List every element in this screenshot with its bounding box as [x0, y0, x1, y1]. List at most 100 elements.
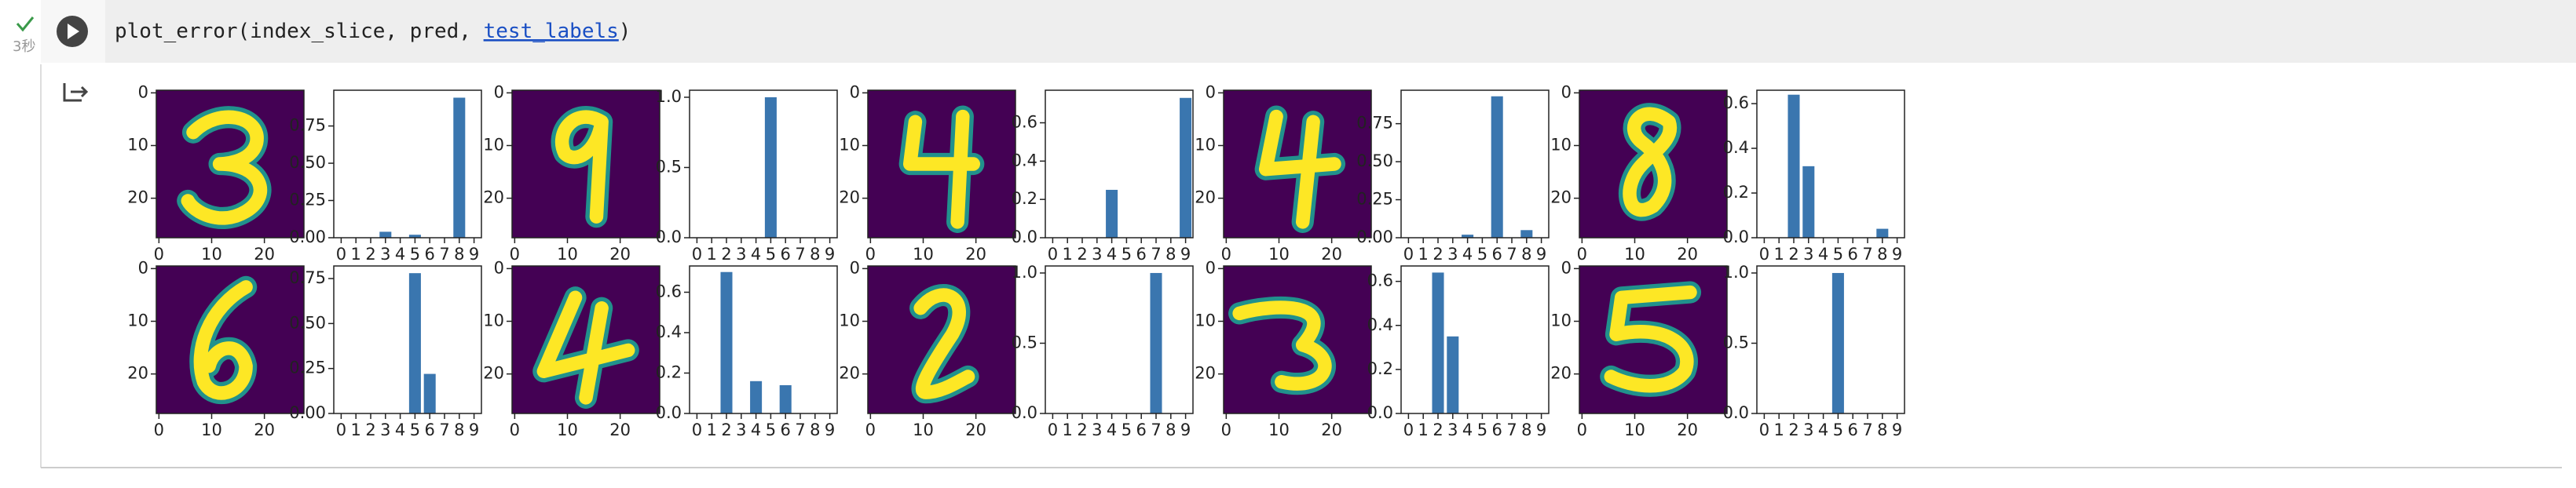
y-tick-label: 0	[138, 258, 148, 277]
plot-area	[1757, 266, 1905, 413]
x-tick-label: 4	[395, 245, 405, 264]
y-tick-label: 10	[483, 311, 504, 330]
x-tick-label: 3	[1092, 421, 1102, 439]
bar-plot: 0 1 2 3 4 5 6 7 8 9 0.00 0.25 0.50 0.75	[1356, 89, 1550, 264]
y-tick-label: 0.25	[289, 191, 326, 209]
y-tick-label: 0.0	[1012, 403, 1037, 422]
y-tick-label: 20	[1195, 188, 1216, 207]
bar	[720, 271, 733, 413]
bar-plot: 0 1 2 3 4 5 6 7 8 9 0.00 0.25 0.50 0.75	[289, 265, 482, 439]
y-tick-label: 0.5	[1012, 333, 1037, 351]
image-plot: 0 10 20 0 10 20	[839, 82, 1016, 264]
output-icon-frame[interactable]	[63, 83, 82, 102]
plot-area	[1045, 266, 1193, 413]
axes-frame	[1400, 265, 1550, 414]
run-button[interactable]	[57, 16, 88, 47]
bar	[750, 381, 763, 413]
x-tick-label: 6	[425, 421, 435, 439]
x-tick-label: 10	[201, 421, 222, 439]
status-check	[16, 16, 35, 32]
x-tick-label: 0	[510, 245, 520, 264]
plot-area	[334, 266, 481, 413]
y-tick-label: 0.0	[1367, 403, 1393, 422]
x-tick-label: 9	[1892, 245, 1902, 264]
bar-plot: 0 1 2 3 4 5 6 7 8 9 0.0 0.2 0.4 0.6	[1367, 265, 1550, 439]
axes-frame	[1400, 89, 1550, 239]
bar	[1150, 272, 1162, 413]
x-tick-label: 20	[1677, 245, 1698, 264]
y-tick-label: 0.50	[1356, 151, 1393, 170]
y-tick-label: 0	[1561, 82, 1572, 101]
y-tick-label: 0	[1561, 258, 1572, 277]
digit-stroke	[536, 290, 635, 405]
x-tick-label: 7	[1151, 421, 1161, 439]
x-tick-label: 7	[1862, 245, 1872, 264]
y-tick-label: 10	[839, 311, 860, 330]
x-tick-label: 7	[439, 421, 449, 439]
y-tick-label: 10	[839, 136, 860, 155]
y-tick-label: 0.75	[289, 268, 326, 287]
image-plot: 0 10 20 0 10 20	[839, 258, 1016, 439]
x-tick-label: 9	[825, 421, 835, 439]
run-icon[interactable]	[68, 24, 79, 39]
axes-frame	[689, 89, 838, 239]
y-tick-label: 0	[850, 82, 860, 101]
x-tick-label: 8	[1165, 245, 1176, 264]
y-tick-label: 20	[839, 364, 860, 383]
y-tick-label: 10	[483, 136, 504, 155]
y-tick-label: 0	[138, 82, 148, 101]
x-tick-label: 6	[1492, 421, 1502, 439]
x-tick-label: 5	[410, 421, 420, 439]
x-tick-label: 3	[1092, 245, 1102, 264]
x-tick-label: 7	[439, 245, 449, 264]
image-plot: 0 10 20 0 10 20	[483, 82, 660, 264]
x-tick-label: 0	[692, 245, 702, 264]
bar	[1831, 272, 1844, 413]
axes-frame	[511, 265, 660, 414]
y-tick-label: 20	[127, 188, 148, 207]
y-tick-label: 10	[1550, 136, 1572, 155]
x-tick-label: 6	[781, 421, 791, 439]
x-tick-label: 0	[1403, 245, 1414, 264]
x-tick-label: 4	[395, 421, 405, 439]
digit-stroke	[1623, 107, 1678, 217]
x-tick-label: 0	[865, 245, 876, 264]
bar	[1180, 97, 1192, 238]
plot-area	[1757, 90, 1905, 238]
digit-stroke	[193, 280, 253, 400]
x-tick-label: 4	[1818, 421, 1828, 439]
x-tick-label: 3	[736, 245, 746, 264]
x-tick-label: 4	[751, 245, 761, 264]
x-tick-label: 7	[1506, 421, 1517, 439]
x-tick-label: 20	[254, 421, 275, 439]
axes-frame	[156, 265, 305, 414]
x-tick-label: 5	[1833, 421, 1843, 439]
x-tick-label: 5	[1833, 245, 1843, 264]
y-tick-label: 0.25	[289, 359, 326, 377]
x-tick-label: 9	[1180, 245, 1191, 264]
plot-area	[690, 266, 837, 413]
x-tick-label: 9	[469, 421, 479, 439]
output-icon-arrow[interactable]	[71, 86, 89, 98]
code-link[interactable]: test_labels	[484, 20, 619, 43]
y-tick-label: 0.00	[1356, 228, 1393, 246]
x-tick-label: 8	[810, 245, 820, 264]
x-tick-label: 7	[1151, 245, 1161, 264]
output-icon[interactable]	[63, 83, 89, 102]
y-tick-label: 10	[127, 136, 148, 155]
y-tick-label: 0.4	[1012, 151, 1037, 169]
code-line[interactable]: plot_error(index_slice, pred, test_label…	[115, 20, 631, 43]
x-tick-label: 20	[609, 245, 631, 264]
x-tick-label: 3	[1447, 421, 1458, 439]
digit-stroke	[1232, 300, 1332, 391]
x-tick-label: 1	[707, 245, 717, 264]
x-tick-label: 0	[1403, 421, 1414, 439]
x-tick-label: 8	[1877, 421, 1887, 439]
axes-frame	[867, 265, 1016, 414]
axes-frame	[511, 89, 660, 239]
x-tick-label: 6	[1848, 245, 1858, 264]
y-tick-label: 0.4	[1723, 138, 1749, 157]
y-tick-label: 0.75	[1356, 114, 1393, 133]
axes-frame	[1579, 89, 1728, 239]
